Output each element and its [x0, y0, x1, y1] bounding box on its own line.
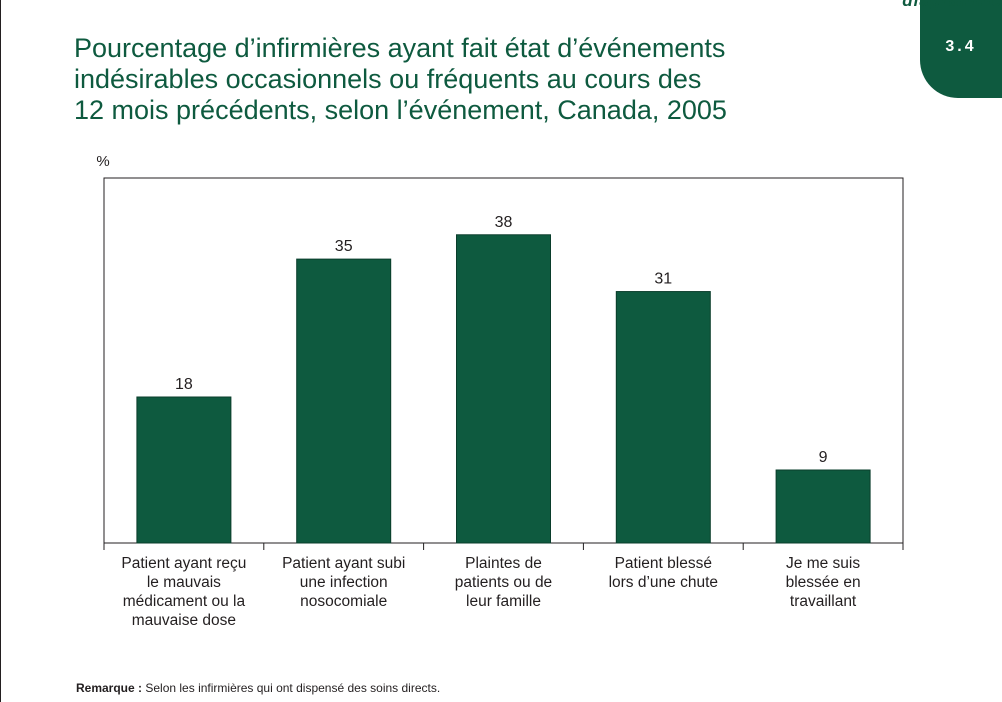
footnote-label: Remarque : [76, 681, 142, 695]
data-label: 31 [654, 271, 672, 288]
category-label-line: blessée en [743, 573, 903, 592]
category-label-line: Patient blessé [583, 554, 743, 573]
category-label-line: mauvaise dose [104, 611, 264, 630]
bar [616, 292, 710, 543]
category-label: Plaintes de patients ou de leur famille [424, 554, 584, 611]
category-label-line: Patient ayant subi [264, 554, 424, 573]
category-label-line: travaillant [743, 592, 903, 611]
bar [776, 470, 870, 543]
data-label: 9 [819, 449, 828, 466]
bar [297, 259, 391, 543]
category-label: Je me suis blessée en travaillant [743, 554, 903, 611]
category-label-line: Je me suis [743, 554, 903, 573]
category-label: Patient blessé lors d’une chute [583, 554, 743, 592]
bar [137, 397, 231, 543]
bar [457, 235, 551, 543]
category-label-line: une infection [264, 573, 424, 592]
category-label-line: nosocomiale [264, 592, 424, 611]
category-label-line: Patient ayant reçu [104, 554, 264, 573]
footnote-text: Selon les infirmières qui ont dispensé d… [142, 681, 440, 695]
data-label: 18 [175, 376, 193, 393]
category-label: Patient ayant subi une infection nosocomia… [264, 554, 424, 611]
y-axis-label: % [96, 153, 109, 170]
category-label-line: leur famille [424, 592, 584, 611]
category-label-line: le mauvais [104, 573, 264, 592]
category-label-line: Plaintes de [424, 554, 584, 573]
data-label: 38 [495, 214, 513, 231]
category-label: Patient ayant reçu le mauvais médicament o… [104, 554, 264, 630]
category-label-line: lors d’une chute [583, 573, 743, 592]
category-label-line: patients ou de [424, 573, 584, 592]
data-label: 35 [335, 238, 353, 255]
footnote: Remarque : Selon les infirmières qui ont… [76, 681, 440, 695]
category-label-line: médicament ou la [104, 592, 264, 611]
